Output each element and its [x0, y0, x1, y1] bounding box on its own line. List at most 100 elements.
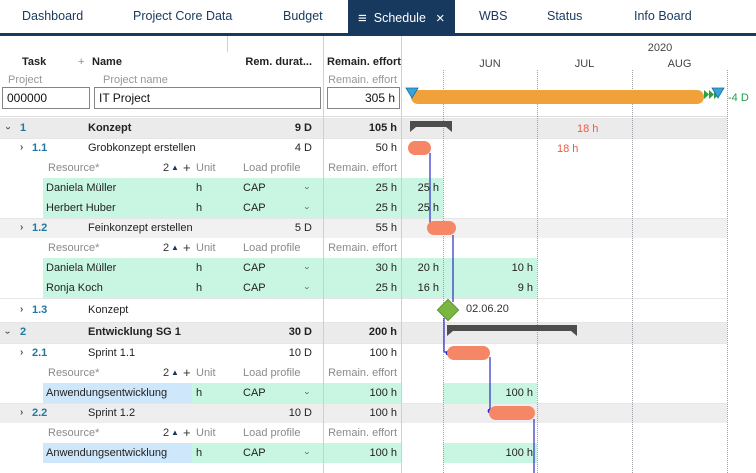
resource-effort-cell[interactable]: 25 h	[375, 182, 397, 194]
close-icon[interactable]: ×	[435, 9, 445, 27]
milestone-icon[interactable]	[436, 298, 460, 322]
task-name[interactable]: Sprint 1.1	[88, 347, 136, 359]
tab-dashboard[interactable]: Dashboard	[22, 9, 84, 23]
chevron-right-icon[interactable]: ›	[20, 407, 24, 418]
resource-unit-cell[interactable]: h	[196, 447, 203, 459]
tab-budget[interactable]: Budget	[283, 9, 323, 23]
project-name-input[interactable]: IT Project	[94, 87, 321, 109]
tab-info-board[interactable]: Info Board	[634, 9, 692, 23]
col-header-effort[interactable]: Remain. effort	[327, 56, 401, 68]
load-profile-cell[interactable]: CAP	[243, 182, 266, 194]
resource-row[interactable]: Daniela Müller h CAP › 30 h 20 h 10 h	[0, 258, 756, 278]
chevron-down-icon[interactable]: ›	[2, 126, 14, 130]
table-gantt-splitter[interactable]	[401, 36, 402, 473]
resource-unit-cell[interactable]: h	[196, 282, 203, 294]
dropdown-icon[interactable]: ›	[302, 286, 313, 290]
resource-unit-cell[interactable]: h	[196, 387, 203, 399]
resource-row[interactable]: Daniela Müller h CAP › 25 h 25 h	[0, 178, 756, 198]
task-effort[interactable]: 100 h	[369, 347, 397, 359]
project-id-input[interactable]: 000000	[2, 87, 90, 109]
resource-effort-cell[interactable]: 100 h	[369, 447, 397, 459]
load-profile-cell[interactable]: CAP	[243, 202, 266, 214]
task-duration[interactable]: 10 D	[288, 407, 312, 419]
load-profile-cell[interactable]: CAP	[243, 262, 266, 274]
task-duration[interactable]: 10 D	[288, 347, 312, 359]
tab-status[interactable]: Status	[547, 9, 583, 23]
task-effort[interactable]: 105 h	[368, 122, 397, 134]
task-name[interactable]: Entwicklung SG 1	[88, 326, 181, 338]
task-name[interactable]: Grobkonzept erstellen	[88, 142, 196, 154]
task-row-1.2[interactable]: › 1.2 Feinkonzept erstellen 5 D 55 h	[0, 218, 756, 238]
resource-name-cell[interactable]: Daniela Müller	[46, 262, 117, 274]
tab-schedule[interactable]: ≡ Schedule ×	[348, 0, 455, 36]
chevron-right-icon[interactable]: ›	[20, 347, 24, 358]
task-gantt-bar[interactable]	[427, 221, 456, 235]
task-gantt-bar[interactable]	[447, 346, 490, 360]
sort-indicator-icon[interactable]: ▲	[171, 243, 179, 252]
dropdown-icon[interactable]: ›	[302, 266, 313, 270]
add-resource-icon[interactable]: +	[183, 425, 191, 440]
add-resource-icon[interactable]: +	[183, 160, 191, 175]
resource-col-header[interactable]: Resource*	[48, 162, 100, 174]
load-profile-cell[interactable]: CAP	[243, 447, 266, 459]
load-profile-cell[interactable]: CAP	[243, 387, 266, 399]
resource-effort-cell[interactable]: 25 h	[375, 282, 397, 294]
dropdown-icon[interactable]: ›	[302, 186, 313, 190]
add-resource-icon[interactable]: +	[183, 240, 191, 255]
resource-effort-cell[interactable]: 100 h	[369, 387, 397, 399]
resource-name-cell[interactable]: Anwendungsentwicklung	[46, 447, 168, 459]
dropdown-icon[interactable]: ›	[302, 391, 313, 395]
project-gantt-bar[interactable]	[411, 90, 704, 104]
resource-name-cell[interactable]: Anwendungsentwicklung	[46, 387, 168, 399]
resource-effort-cell[interactable]: 25 h	[375, 202, 397, 214]
resource-row[interactable]: Herbert Huber h CAP › 25 h 25 h	[0, 198, 756, 218]
resource-col-header[interactable]: Resource*	[48, 367, 100, 379]
resource-row[interactable]: Anwendungsentwicklung h CAP › 100 h 100 h	[0, 383, 756, 403]
tab-wbs[interactable]: WBS	[479, 9, 508, 23]
task-name[interactable]: Konzept	[88, 122, 132, 134]
col-header-name[interactable]: Name	[92, 56, 122, 68]
resource-col-header[interactable]: Resource*	[48, 427, 100, 439]
task-effort[interactable]: 200 h	[368, 326, 397, 338]
task-gantt-bar[interactable]	[408, 141, 431, 155]
sort-indicator-icon[interactable]: ▲	[171, 428, 179, 437]
resource-col-header[interactable]: Resource*	[48, 242, 100, 254]
column-separator[interactable]	[323, 36, 324, 473]
task-gantt-bar[interactable]	[489, 406, 535, 420]
task-row-1[interactable]: › 1 Konzept 9 D 105 h	[0, 118, 756, 138]
load-profile-cell[interactable]: CAP	[243, 282, 266, 294]
task-effort[interactable]: 55 h	[375, 222, 397, 234]
project-effort-input[interactable]: 305 h	[327, 87, 400, 109]
sort-indicator-icon[interactable]: ▲	[171, 368, 179, 377]
dropdown-icon[interactable]: ›	[302, 451, 313, 455]
task-duration[interactable]: 5 D	[294, 222, 312, 234]
task-row-2.1[interactable]: › 2.1 Sprint 1.1 10 D 100 h	[0, 343, 756, 363]
chevron-right-icon[interactable]: ›	[20, 304, 24, 315]
task-row-1.1[interactable]: › 1.1 Grobkonzept erstellen 4 D 50 h	[0, 138, 756, 158]
sort-indicator-icon[interactable]: ▲	[171, 163, 179, 172]
task-row-1.3[interactable]: › 1.3 Konzept	[0, 298, 756, 322]
task-name[interactable]: Feinkonzept erstellen	[88, 222, 193, 234]
task-duration[interactable]: 9 D	[294, 122, 312, 134]
summary-gantt-bar[interactable]	[410, 121, 452, 132]
task-row-2[interactable]: › 2 Entwicklung SG 1 30 D 200 h	[0, 322, 756, 343]
resource-unit-cell[interactable]: h	[196, 202, 203, 214]
task-duration[interactable]: 4 D	[294, 142, 312, 154]
task-name[interactable]: Konzept	[88, 304, 129, 316]
col-header-duration[interactable]: Rem. durat...	[245, 56, 312, 68]
task-effort[interactable]: 100 h	[369, 407, 397, 419]
resource-unit-cell[interactable]: h	[196, 182, 203, 194]
resource-effort-cell[interactable]: 30 h	[375, 262, 397, 274]
add-resource-icon[interactable]: +	[183, 365, 191, 380]
chevron-right-icon[interactable]: ›	[20, 222, 24, 233]
task-name[interactable]: Sprint 1.2	[88, 407, 136, 419]
task-duration[interactable]: 30 D	[288, 326, 312, 338]
resource-unit-cell[interactable]: h	[196, 262, 203, 274]
add-column-icon[interactable]: +	[78, 56, 85, 68]
dropdown-icon[interactable]: ›	[302, 206, 313, 210]
resource-name-cell[interactable]: Ronja Koch	[46, 282, 103, 294]
menu-icon[interactable]: ≡	[358, 9, 367, 27]
tab-project-core-data[interactable]: Project Core Data	[133, 9, 233, 23]
resource-name-cell[interactable]: Daniela Müller	[46, 182, 117, 194]
